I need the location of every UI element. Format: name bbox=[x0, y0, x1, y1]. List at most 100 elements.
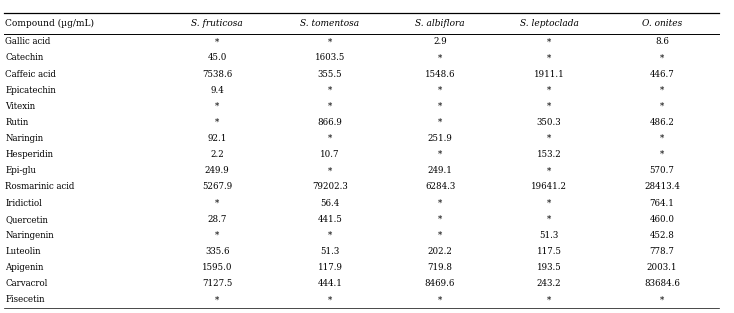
Text: *: * bbox=[328, 134, 332, 143]
Text: 5267.9: 5267.9 bbox=[202, 182, 233, 192]
Text: *: * bbox=[547, 198, 551, 208]
Text: *: * bbox=[547, 166, 551, 175]
Text: Epi-glu: Epi-glu bbox=[5, 166, 36, 175]
Text: 2003.1: 2003.1 bbox=[647, 263, 677, 272]
Text: S. fruticosa: S. fruticosa bbox=[192, 19, 243, 28]
Text: *: * bbox=[328, 37, 332, 46]
Text: 51.3: 51.3 bbox=[320, 247, 340, 256]
Text: *: * bbox=[547, 37, 551, 46]
Text: *: * bbox=[215, 231, 219, 240]
Text: *: * bbox=[547, 295, 551, 304]
Text: 7538.6: 7538.6 bbox=[202, 69, 233, 79]
Text: *: * bbox=[438, 102, 442, 111]
Text: Catechin: Catechin bbox=[5, 54, 43, 63]
Text: 249.1: 249.1 bbox=[428, 166, 452, 175]
Text: 249.9: 249.9 bbox=[205, 166, 230, 175]
Text: 335.6: 335.6 bbox=[205, 247, 230, 256]
Text: *: * bbox=[328, 231, 332, 240]
Text: Rosmarinic acid: Rosmarinic acid bbox=[5, 182, 75, 192]
Text: 45.0: 45.0 bbox=[208, 54, 227, 63]
Text: 9.4: 9.4 bbox=[211, 86, 224, 95]
Text: Gallic acid: Gallic acid bbox=[5, 37, 51, 46]
Text: 2.9: 2.9 bbox=[433, 37, 447, 46]
Text: Naringin: Naringin bbox=[5, 134, 43, 143]
Text: 1595.0: 1595.0 bbox=[202, 263, 233, 272]
Text: Naringenin: Naringenin bbox=[5, 231, 54, 240]
Text: Apigenin: Apigenin bbox=[5, 263, 43, 272]
Text: 1548.6: 1548.6 bbox=[425, 69, 455, 79]
Text: 1911.1: 1911.1 bbox=[534, 69, 564, 79]
Text: 83684.6: 83684.6 bbox=[644, 279, 680, 288]
Text: 243.2: 243.2 bbox=[537, 279, 562, 288]
Text: 19641.2: 19641.2 bbox=[531, 182, 567, 192]
Text: 1603.5: 1603.5 bbox=[315, 54, 345, 63]
Text: S. albiflora: S. albiflora bbox=[415, 19, 465, 28]
Text: 193.5: 193.5 bbox=[537, 263, 562, 272]
Text: 202.2: 202.2 bbox=[428, 247, 452, 256]
Text: 7127.5: 7127.5 bbox=[202, 279, 233, 288]
Text: Epicatechin: Epicatechin bbox=[5, 86, 56, 95]
Text: *: * bbox=[660, 54, 664, 63]
Text: *: * bbox=[215, 118, 219, 127]
Text: Iridictiol: Iridictiol bbox=[5, 198, 42, 208]
Text: 778.7: 778.7 bbox=[650, 247, 675, 256]
Text: *: * bbox=[328, 166, 332, 175]
Text: *: * bbox=[438, 198, 442, 208]
Text: 719.8: 719.8 bbox=[427, 263, 453, 272]
Text: 460.0: 460.0 bbox=[650, 215, 675, 224]
Text: *: * bbox=[660, 102, 664, 111]
Text: *: * bbox=[438, 118, 442, 127]
Text: 117.9: 117.9 bbox=[317, 263, 343, 272]
Text: *: * bbox=[660, 86, 664, 95]
Text: *: * bbox=[438, 86, 442, 95]
Text: *: * bbox=[547, 102, 551, 111]
Text: *: * bbox=[215, 295, 219, 304]
Text: *: * bbox=[660, 150, 664, 159]
Text: *: * bbox=[328, 295, 332, 304]
Text: 764.1: 764.1 bbox=[650, 198, 675, 208]
Text: 441.5: 441.5 bbox=[318, 215, 342, 224]
Text: Quercetin: Quercetin bbox=[5, 215, 48, 224]
Text: *: * bbox=[547, 215, 551, 224]
Text: 56.4: 56.4 bbox=[320, 198, 340, 208]
Text: *: * bbox=[328, 86, 332, 95]
Text: 10.7: 10.7 bbox=[320, 150, 340, 159]
Text: 350.3: 350.3 bbox=[537, 118, 562, 127]
Text: *: * bbox=[438, 215, 442, 224]
Text: 570.7: 570.7 bbox=[650, 166, 675, 175]
Text: 2.2: 2.2 bbox=[211, 150, 224, 159]
Text: 28.7: 28.7 bbox=[208, 215, 227, 224]
Text: 446.7: 446.7 bbox=[650, 69, 675, 79]
Text: 452.8: 452.8 bbox=[650, 231, 675, 240]
Text: Luteolin: Luteolin bbox=[5, 247, 40, 256]
Text: S. leptoclada: S. leptoclada bbox=[520, 19, 578, 28]
Text: *: * bbox=[215, 37, 219, 46]
Text: 6284.3: 6284.3 bbox=[425, 182, 455, 192]
Text: 251.9: 251.9 bbox=[428, 134, 452, 143]
Text: 51.3: 51.3 bbox=[539, 231, 559, 240]
Text: *: * bbox=[660, 295, 664, 304]
Text: *: * bbox=[660, 134, 664, 143]
Text: *: * bbox=[215, 102, 219, 111]
Text: *: * bbox=[438, 295, 442, 304]
Text: *: * bbox=[438, 54, 442, 63]
Text: Rutin: Rutin bbox=[5, 118, 29, 127]
Text: 28413.4: 28413.4 bbox=[644, 182, 680, 192]
Text: *: * bbox=[438, 231, 442, 240]
Text: 8.6: 8.6 bbox=[655, 37, 669, 46]
Text: *: * bbox=[547, 134, 551, 143]
Text: *: * bbox=[547, 86, 551, 95]
Text: 486.2: 486.2 bbox=[650, 118, 675, 127]
Text: *: * bbox=[438, 150, 442, 159]
Text: Vitexin: Vitexin bbox=[5, 102, 35, 111]
Text: Hesperidin: Hesperidin bbox=[5, 150, 53, 159]
Text: O. onites: O. onites bbox=[642, 19, 682, 28]
Text: 117.5: 117.5 bbox=[537, 247, 562, 256]
Text: 92.1: 92.1 bbox=[208, 134, 227, 143]
Text: *: * bbox=[215, 198, 219, 208]
Text: Caffeic acid: Caffeic acid bbox=[5, 69, 56, 79]
Text: *: * bbox=[547, 54, 551, 63]
Text: 8469.6: 8469.6 bbox=[425, 279, 455, 288]
Text: 444.1: 444.1 bbox=[318, 279, 342, 288]
Text: 153.2: 153.2 bbox=[537, 150, 562, 159]
